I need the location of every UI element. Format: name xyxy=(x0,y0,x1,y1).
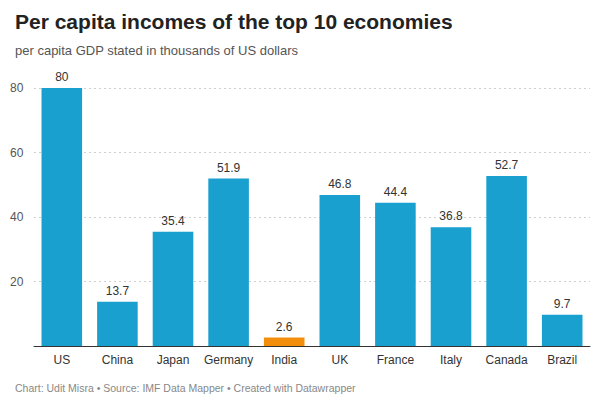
svg-text:13.7: 13.7 xyxy=(106,284,130,298)
svg-text:80: 80 xyxy=(55,70,69,84)
svg-text:46.8: 46.8 xyxy=(328,177,352,191)
svg-text:40: 40 xyxy=(10,210,24,224)
svg-text:US: US xyxy=(53,353,70,367)
svg-text:80: 80 xyxy=(10,81,24,95)
svg-text:60: 60 xyxy=(10,146,24,160)
svg-text:per capita GDP stated in thous: per capita GDP stated in thousands of US… xyxy=(15,43,299,58)
svg-text:France: France xyxy=(377,353,415,367)
svg-text:44.4: 44.4 xyxy=(384,185,408,199)
svg-text:2.6: 2.6 xyxy=(276,320,293,334)
svg-text:20: 20 xyxy=(10,275,24,289)
svg-text:36.8: 36.8 xyxy=(439,209,463,223)
svg-text:Germany: Germany xyxy=(204,353,253,367)
svg-text:51.9: 51.9 xyxy=(217,161,241,175)
svg-text:Japan: Japan xyxy=(157,353,190,367)
svg-text:China: China xyxy=(102,353,134,367)
svg-text:9.7: 9.7 xyxy=(554,297,571,311)
svg-text:UK: UK xyxy=(331,353,348,367)
svg-text:Per capita incomes of the top: Per capita incomes of the top 10 economi… xyxy=(15,10,453,33)
svg-text:Italy: Italy xyxy=(440,353,462,367)
svg-text:35.4: 35.4 xyxy=(161,214,185,228)
svg-text:Canada: Canada xyxy=(486,353,528,367)
svg-text:India: India xyxy=(271,353,297,367)
svg-text:52.7: 52.7 xyxy=(495,158,519,172)
svg-text:Brazil: Brazil xyxy=(547,353,577,367)
svg-text:Chart: Udit Misra • Source: IM: Chart: Udit Misra • Source: IMF Data Map… xyxy=(15,382,356,394)
